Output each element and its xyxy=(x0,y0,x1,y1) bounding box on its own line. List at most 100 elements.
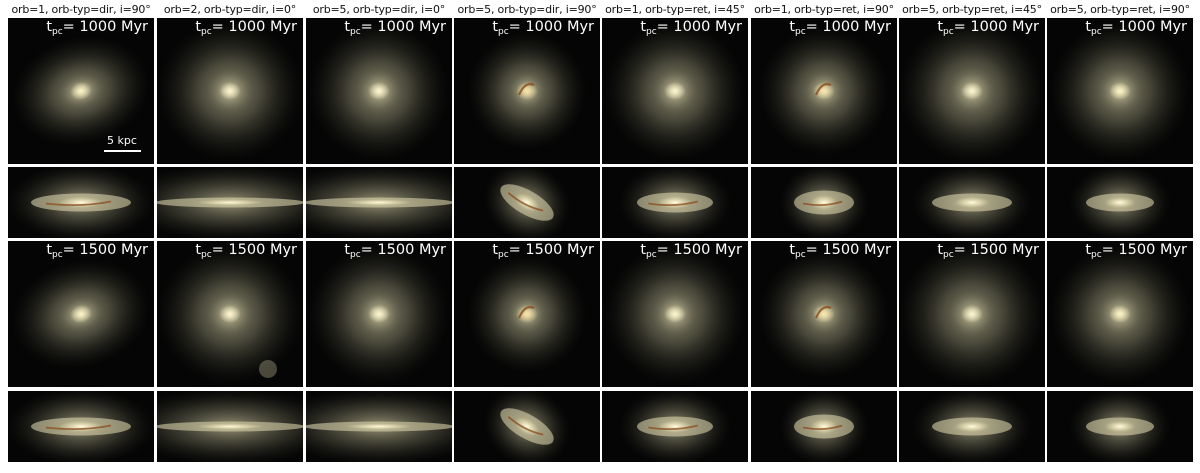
galaxy-image xyxy=(8,18,154,164)
galaxy-image xyxy=(899,391,1045,462)
face-on-galaxy-panel: tpc= 1500 Myr xyxy=(899,241,1045,387)
time-label-symbol: t xyxy=(640,242,646,258)
time-label-symbol: t xyxy=(492,242,498,258)
face-on-galaxy-panel: tpc= 1000 Myr xyxy=(1047,18,1193,164)
galaxy-image xyxy=(751,18,897,164)
edge-on-galaxy-panel xyxy=(8,167,154,238)
edge-on-galaxy-panel xyxy=(306,391,452,462)
time-label-value: = 1500 Myr xyxy=(805,242,891,258)
galaxy-image xyxy=(157,391,303,462)
time-label-symbol: t xyxy=(937,19,943,35)
edge-on-galaxy-panel xyxy=(751,391,897,462)
face-on-galaxy-panel: tpc= 1500 Myr xyxy=(454,241,600,387)
time-label-value: = 1500 Myr xyxy=(953,242,1039,258)
face-on-galaxy-panel: tpc= 1000 Myr xyxy=(157,18,303,164)
time-label-symbol: t xyxy=(937,242,943,258)
galaxy-image xyxy=(157,241,303,387)
galaxy-image xyxy=(8,241,154,387)
face-on-galaxy-panel: tpc= 1500 Myr xyxy=(1047,241,1193,387)
galaxy-image xyxy=(751,167,897,238)
time-label-symbol: t xyxy=(344,19,350,35)
face-on-galaxy-panel: tpc= 1000 Myr 5 kpc xyxy=(8,18,154,164)
time-label-value: = 1000 Myr xyxy=(805,19,891,35)
galaxy-image xyxy=(899,18,1045,164)
galaxy-image xyxy=(602,167,748,238)
galaxy-image xyxy=(602,241,748,387)
time-label-symbol: t xyxy=(1085,19,1091,35)
time-label: tpc= 1500 Myr xyxy=(1085,242,1187,260)
time-label-subscript: pc xyxy=(646,250,657,260)
edge-on-galaxy-panel xyxy=(602,167,748,238)
galaxy-image xyxy=(899,241,1045,387)
time-label-symbol: t xyxy=(344,242,350,258)
galaxy-image xyxy=(157,167,303,238)
galaxy-image xyxy=(454,167,600,238)
column-title: orb=5, orb-typ=ret, i=45° xyxy=(902,3,1042,16)
time-label-symbol: t xyxy=(195,19,201,35)
time-label-subscript: pc xyxy=(350,27,361,37)
time-label: tpc= 1000 Myr xyxy=(789,19,891,37)
time-label: tpc= 1000 Myr xyxy=(492,19,594,37)
time-label: tpc= 1000 Myr xyxy=(937,19,1039,37)
time-label-value: = 1500 Myr xyxy=(62,242,148,258)
face-on-galaxy-panel: tpc= 1000 Myr xyxy=(899,18,1045,164)
time-label-subscript: pc xyxy=(201,27,212,37)
time-label-subscript: pc xyxy=(646,27,657,37)
time-label: tpc= 1500 Myr xyxy=(492,242,594,260)
galaxy-image xyxy=(1047,18,1193,164)
time-label: tpc= 1000 Myr xyxy=(1085,19,1187,37)
time-label-symbol: t xyxy=(492,19,498,35)
edge-on-galaxy-panel xyxy=(454,167,600,238)
time-label: tpc= 1500 Myr xyxy=(195,242,297,260)
time-label-subscript: pc xyxy=(498,27,509,37)
face-on-galaxy-panel: tpc= 1000 Myr xyxy=(306,18,452,164)
galaxy-image xyxy=(751,241,897,387)
edge-on-galaxy-panel xyxy=(1047,167,1193,238)
edge-on-galaxy-panel xyxy=(454,391,600,462)
galaxy-image xyxy=(1047,241,1193,387)
edge-on-galaxy-panel xyxy=(306,167,452,238)
galaxy-image xyxy=(1047,167,1193,238)
time-label-subscript: pc xyxy=(943,27,954,37)
time-label: tpc= 1500 Myr xyxy=(46,242,148,260)
edge-on-galaxy-panel xyxy=(899,391,1045,462)
time-label-subscript: pc xyxy=(498,250,509,260)
time-label-value: = 1500 Myr xyxy=(360,242,446,258)
time-label-subscript: pc xyxy=(201,250,212,260)
time-label: tpc= 1500 Myr xyxy=(344,242,446,260)
time-label-value: = 1500 Myr xyxy=(211,242,297,258)
time-label-subscript: pc xyxy=(1091,27,1102,37)
time-label-value: = 1000 Myr xyxy=(953,19,1039,35)
time-label: tpc= 1500 Myr xyxy=(640,242,742,260)
column-title: orb=2, orb-typ=dir, i=0° xyxy=(163,3,297,16)
galaxy-image xyxy=(899,167,1045,238)
edge-on-galaxy-panel xyxy=(157,167,303,238)
time-label-value: = 1000 Myr xyxy=(211,19,297,35)
galaxy-image xyxy=(8,167,154,238)
galaxy-image xyxy=(602,18,748,164)
time-label-subscript: pc xyxy=(795,27,806,37)
galaxy-image xyxy=(306,167,452,238)
galaxy-image xyxy=(1047,391,1193,462)
time-label: tpc= 1000 Myr xyxy=(46,19,148,37)
column-title: orb=5, orb-typ=ret, i=90° xyxy=(1050,3,1190,16)
galaxy-image xyxy=(8,391,154,462)
column-title: orb=5, orb-typ=dir, i=90° xyxy=(457,3,597,16)
face-on-galaxy-panel: tpc= 1500 Myr xyxy=(602,241,748,387)
time-label-symbol: t xyxy=(1085,242,1091,258)
column-title: orb=1, orb-typ=ret, i=45° xyxy=(605,3,745,16)
edge-on-galaxy-panel xyxy=(8,391,154,462)
galaxy-image xyxy=(157,18,303,164)
face-on-galaxy-panel: tpc= 1500 Myr xyxy=(751,241,897,387)
time-label-symbol: t xyxy=(640,19,646,35)
time-label: tpc= 1500 Myr xyxy=(937,242,1039,260)
column-title: orb=1, orb-typ=dir, i=90° xyxy=(11,3,151,16)
time-label-value: = 1000 Myr xyxy=(508,19,594,35)
time-label-subscript: pc xyxy=(52,250,63,260)
galaxy-image xyxy=(454,18,600,164)
time-label-value: = 1500 Myr xyxy=(508,242,594,258)
time-label-symbol: t xyxy=(46,242,52,258)
face-on-galaxy-panel: tpc= 1500 Myr xyxy=(8,241,154,387)
galaxy-image xyxy=(602,391,748,462)
